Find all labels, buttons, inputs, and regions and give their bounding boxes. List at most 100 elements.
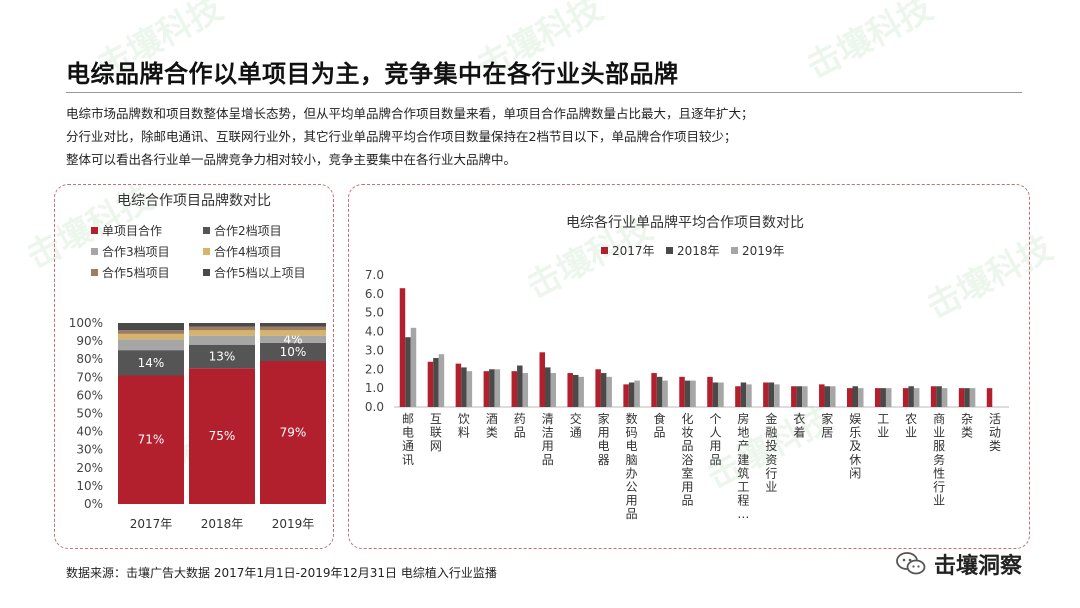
bar-segment	[189, 323, 255, 327]
bar	[433, 357, 439, 407]
bar	[830, 386, 836, 407]
x-tick-label: 家居	[821, 411, 833, 440]
y-tick-label: 60%	[76, 388, 103, 402]
bar	[858, 388, 864, 407]
y-tick-label: 1.0	[365, 381, 384, 395]
x-tick-label: 2019年	[272, 517, 315, 531]
legend-label: 2018年	[677, 244, 720, 258]
bar-segment	[118, 323, 184, 331]
bar	[455, 363, 462, 407]
y-tick-label: 6.0	[365, 287, 384, 301]
bar	[606, 376, 612, 407]
bar	[880, 388, 886, 407]
bar-segment	[260, 323, 326, 327]
y-tick-label: 0.0	[365, 400, 384, 414]
bar-segment	[118, 339, 184, 351]
bar	[662, 380, 668, 407]
right-chart-panel: 电综各行业单品牌平均合作项目数对比 2017年 2018年 2019年 0.0 1.0 2.…	[348, 184, 1030, 549]
chart-title: 电综各行业单品牌平均合作项目数对比	[566, 214, 804, 231]
bar	[902, 388, 909, 407]
summary-line: 分行业对比，除邮电通讯、互联网行业外，其它行业单品牌平均合作项目数量保持在2档节…	[66, 129, 737, 144]
legend-swatch	[203, 248, 210, 255]
x-tick-label: 互联网	[430, 412, 442, 453]
bar	[958, 388, 965, 407]
watermark: 击壤科技	[800, 0, 940, 88]
bar	[908, 386, 914, 407]
x-tick-label: 家用电器	[598, 411, 610, 467]
bar	[712, 382, 719, 407]
legend-swatch	[203, 269, 210, 276]
bar-segment	[118, 375, 184, 504]
bar	[690, 380, 696, 407]
bar	[628, 382, 635, 407]
x-tick-label: 娱乐及休闲	[849, 412, 861, 480]
bar	[410, 327, 417, 407]
bar	[986, 388, 993, 407]
bar-segment	[260, 342, 326, 362]
bar	[438, 354, 445, 407]
bar	[466, 371, 473, 407]
bar-segment	[189, 368, 255, 504]
bar	[578, 376, 584, 407]
bar-segment	[260, 361, 326, 504]
bar	[964, 388, 970, 407]
x-tick-label: 衣着	[793, 411, 805, 440]
industry-bar-chart: 电综各行业单品牌平均合作项目数对比 2017年 2018年 2019年 0.0 1.0 2.…	[365, 214, 1009, 521]
bar	[572, 374, 579, 407]
x-tick-label: 2018年	[201, 517, 244, 531]
title-divider	[66, 92, 1022, 93]
x-tick-label: 药品	[514, 412, 526, 440]
data-label: 71%	[138, 433, 165, 447]
bar	[746, 384, 752, 407]
bar	[511, 371, 518, 407]
bar	[684, 380, 691, 407]
y-tick-label: 10%	[76, 479, 103, 493]
x-tick-label: 交通	[570, 411, 582, 440]
data-label: 79%	[280, 426, 307, 440]
y-tick-label: 20%	[76, 461, 103, 475]
y-tick-label: 50%	[76, 407, 103, 421]
legend-label: 合作4档项目	[214, 244, 282, 259]
legend-label: 2017年	[612, 244, 655, 258]
legend-swatch	[91, 248, 98, 255]
y-tick-label: 7.0	[365, 268, 384, 282]
y-tick-label: 80%	[76, 352, 103, 366]
x-tick-label: 农业	[905, 412, 917, 440]
legend-swatch	[601, 247, 608, 254]
legend-swatch	[731, 247, 738, 254]
bar	[483, 371, 490, 407]
bar	[567, 373, 573, 407]
bar	[936, 386, 942, 407]
bar	[707, 376, 713, 407]
bar	[595, 369, 601, 407]
bar-segment	[118, 330, 184, 334]
bar	[494, 369, 501, 407]
bar-segment	[118, 333, 184, 340]
bar-segment	[189, 335, 255, 345]
bar	[791, 386, 797, 407]
x-tick-label: 个人用品	[709, 412, 721, 467]
bar	[768, 382, 775, 407]
legend-swatch	[666, 247, 673, 254]
bar	[623, 384, 629, 407]
legend-swatch	[91, 227, 98, 234]
x-tick-label: 邮电通讯	[402, 412, 414, 467]
bar	[656, 376, 663, 407]
y-tick-label: 30%	[76, 443, 103, 457]
legend-label: 合作5档以上项目	[214, 265, 306, 280]
legend-label: 单项目合作	[102, 223, 162, 238]
bar	[405, 337, 411, 407]
y-tick-label: 0%	[84, 497, 103, 511]
bar	[847, 388, 853, 407]
bar	[545, 367, 551, 407]
bar	[774, 384, 780, 407]
legend-label: 合作5档项目	[102, 265, 170, 280]
bar	[913, 388, 920, 407]
bar	[522, 373, 529, 407]
bar	[885, 388, 892, 407]
bar-segment	[189, 344, 255, 369]
x-tick-label: 杂类	[961, 412, 973, 440]
summary-line: 整体可以看出各行业单一品牌竞争力相对较小，竞争主要集中在各行业大品牌中。	[66, 152, 517, 167]
x-tick-label: 活动类	[989, 412, 1001, 453]
